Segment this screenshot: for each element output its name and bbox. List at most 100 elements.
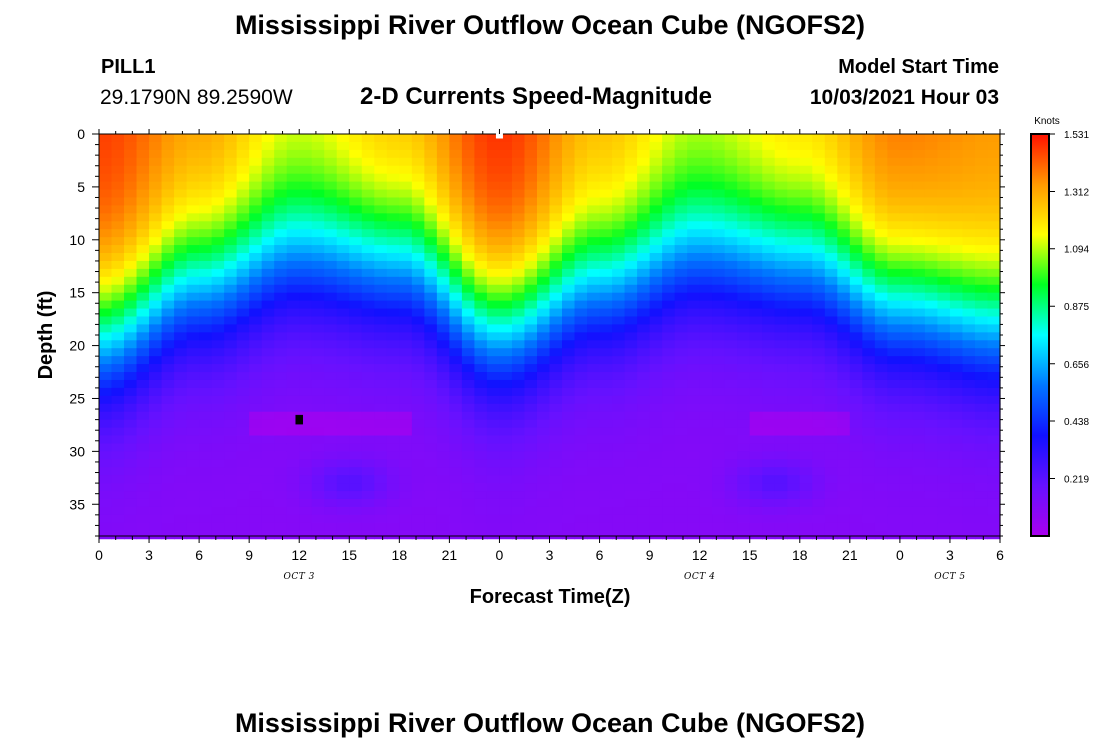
heatmap-cell xyxy=(587,459,601,468)
heatmap-cell xyxy=(149,253,163,262)
heatmap-cell xyxy=(211,189,225,199)
heatmap-cell xyxy=(499,284,513,294)
heatmap-cell xyxy=(899,530,913,540)
heatmap-cell xyxy=(386,141,400,151)
heatmap-cell xyxy=(224,316,238,326)
heatmap-cell xyxy=(912,348,926,357)
heatmap-cell xyxy=(799,530,813,540)
heatmap-cell xyxy=(974,221,989,230)
heatmap-cell xyxy=(461,491,476,500)
heatmap-cell xyxy=(111,213,125,222)
heatmap-cell xyxy=(712,300,726,310)
heatmap-cell xyxy=(161,149,175,159)
heatmap-cell xyxy=(549,459,563,468)
heatmap-cell xyxy=(286,379,300,389)
heatmap-cell xyxy=(974,237,989,246)
heatmap-cell xyxy=(361,411,375,421)
heatmap-cell xyxy=(949,173,964,183)
heatmap-cell xyxy=(774,403,788,413)
heatmap-cell xyxy=(724,451,738,460)
heatmap-cell xyxy=(699,229,713,238)
colorbar-tick-label: 1.312 xyxy=(1064,188,1089,199)
heatmap-cell xyxy=(449,237,463,246)
heatmap-cell xyxy=(299,324,313,333)
heatmap-cell xyxy=(774,134,788,143)
heatmap-cell xyxy=(486,475,501,484)
heatmap-cell xyxy=(274,245,288,254)
heatmap-cell xyxy=(737,221,751,230)
heatmap-cell xyxy=(949,260,964,270)
heatmap-cell xyxy=(399,395,413,405)
heatmap-cell xyxy=(111,435,125,445)
heatmap-cell xyxy=(336,522,350,532)
heatmap-cell xyxy=(174,340,188,349)
heatmap-cell xyxy=(674,443,688,452)
heatmap-cell xyxy=(749,237,763,246)
heatmap-cell xyxy=(186,475,200,484)
heatmap-cell xyxy=(311,324,325,333)
heatmap-cell xyxy=(587,387,601,397)
heatmap-cell xyxy=(674,348,688,357)
heatmap-cell xyxy=(637,284,651,294)
heatmap-cell xyxy=(674,276,688,286)
heatmap-cell xyxy=(411,372,425,381)
heatmap-cell xyxy=(837,260,851,270)
heatmap-cell xyxy=(662,387,676,397)
heatmap-cell xyxy=(724,237,738,246)
heatmap-cell xyxy=(687,475,701,484)
heatmap-cell xyxy=(924,395,939,405)
heatmap-cell xyxy=(124,324,138,333)
heatmap-cell xyxy=(299,364,313,373)
heatmap-cell xyxy=(449,514,463,524)
heatmap-cell xyxy=(637,197,651,206)
heatmap-cell xyxy=(724,483,738,492)
heatmap-cell xyxy=(987,427,1001,437)
heatmap-cell xyxy=(261,245,275,254)
heatmap-cell xyxy=(787,379,801,389)
heatmap-cell xyxy=(361,387,375,397)
heatmap-cell xyxy=(599,197,613,206)
heatmap-cell xyxy=(511,395,526,405)
heatmap-cell xyxy=(186,483,200,492)
heatmap-cell xyxy=(411,173,425,183)
heatmap-cell xyxy=(286,316,300,326)
heatmap-cell xyxy=(486,173,501,183)
heatmap-cell xyxy=(249,348,263,357)
heatmap-cell xyxy=(974,229,989,238)
heatmap-cell xyxy=(824,451,838,460)
heatmap-cell xyxy=(787,181,801,191)
heatmap-cell xyxy=(787,245,801,254)
heatmap-cell xyxy=(649,348,663,357)
heatmap-cell xyxy=(774,253,788,262)
heatmap-cell xyxy=(461,213,476,222)
heatmap-cell xyxy=(349,213,363,222)
heatmap-cell xyxy=(249,443,263,452)
heatmap-cell xyxy=(336,165,350,175)
heatmap-cell xyxy=(236,205,250,214)
heatmap-cell xyxy=(461,419,476,429)
heatmap-cell xyxy=(324,292,338,302)
heatmap-cell xyxy=(899,332,913,341)
heatmap-cell xyxy=(186,173,200,183)
heatmap-cell xyxy=(837,411,851,421)
heatmap-cell xyxy=(136,245,150,254)
heatmap-cell xyxy=(474,149,488,159)
heatmap-cell xyxy=(549,205,563,214)
heatmap-cell xyxy=(762,253,776,262)
heatmap-cell xyxy=(261,197,275,206)
heatmap-cell xyxy=(349,260,363,270)
heatmap-cell xyxy=(637,467,651,476)
heatmap-cell xyxy=(324,372,338,381)
heatmap-cell xyxy=(399,149,413,159)
heatmap-cell xyxy=(299,276,313,286)
heatmap-cell xyxy=(386,134,400,143)
heatmap-cell xyxy=(974,276,989,286)
heatmap-cell xyxy=(624,221,638,230)
heatmap-cell xyxy=(699,245,713,254)
heatmap-cell xyxy=(349,451,363,460)
heatmap-cell xyxy=(111,411,125,421)
heatmap-cell xyxy=(774,237,788,246)
heatmap-cell xyxy=(536,506,551,516)
heatmap-cell xyxy=(136,514,150,524)
heatmap-cell xyxy=(587,189,601,199)
